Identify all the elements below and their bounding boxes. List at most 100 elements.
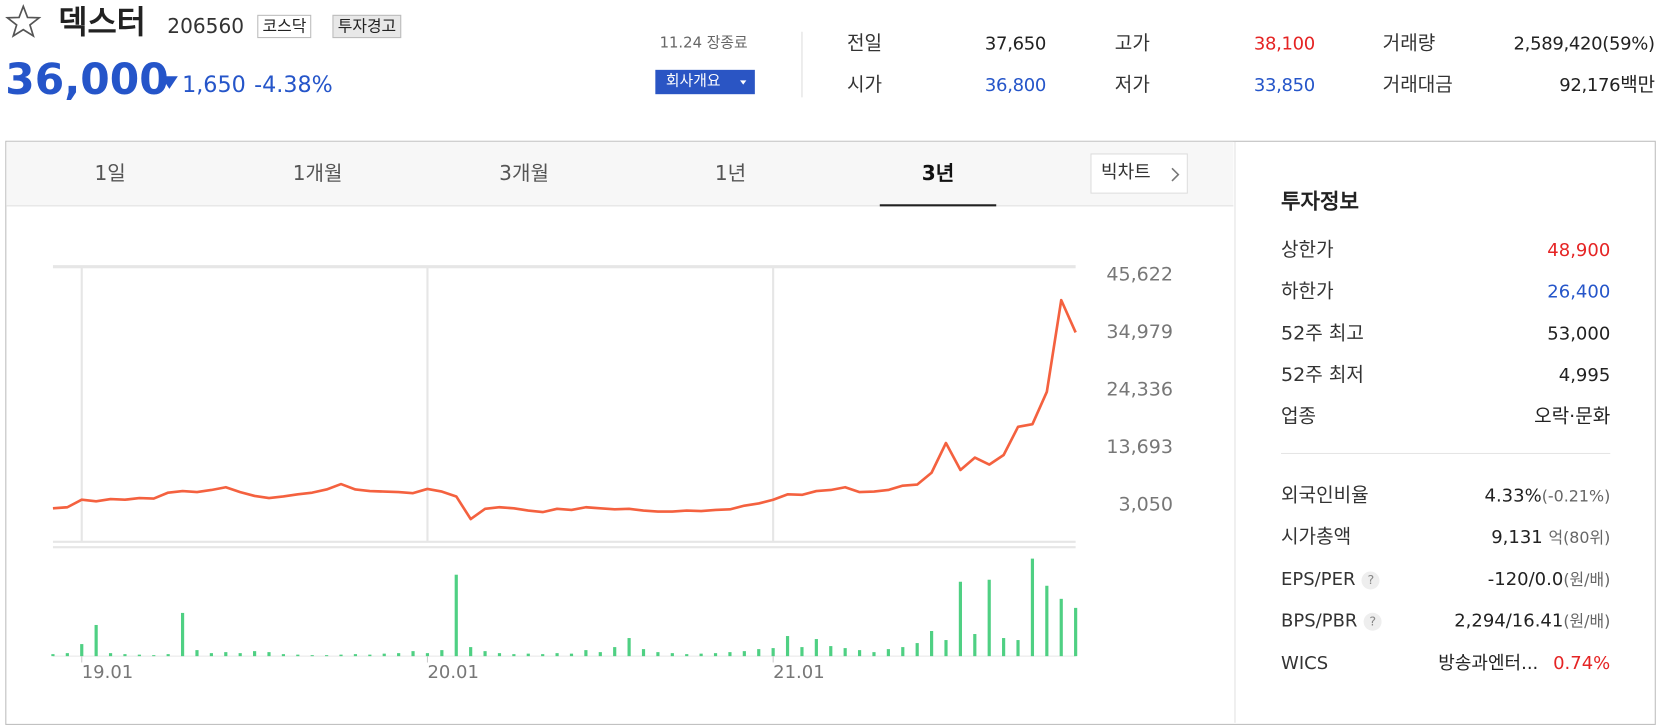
- volume-bar: [1059, 598, 1063, 657]
- invest-value: 9,131 억(80위): [1491, 526, 1610, 549]
- note: (원/배): [1563, 611, 1611, 631]
- volume-bar: [757, 649, 761, 657]
- stat-label: 시가: [846, 74, 883, 97]
- volume-bar: [51, 654, 55, 657]
- invest-value: 4.33%(-0.21%): [1485, 485, 1611, 508]
- volume-bar: [152, 655, 156, 657]
- volume-bar: [656, 652, 660, 657]
- market-time: 11.24 장종료: [659, 34, 748, 52]
- invest-value: 4,995: [1558, 365, 1611, 387]
- rate: 0.74%: [1553, 652, 1611, 675]
- volume-bar: [454, 574, 458, 657]
- volume-bar: [483, 651, 487, 657]
- period-tab[interactable]: 1일: [94, 161, 126, 186]
- invest-value: 오락·문화: [1534, 405, 1611, 428]
- volume-bar: [94, 624, 98, 657]
- invest-label: 하한가: [1281, 280, 1334, 303]
- label: EPS/PER: [1281, 569, 1356, 591]
- volume-bar: [598, 652, 602, 657]
- caret: [740, 80, 747, 85]
- stat-label: 거래량: [1382, 32, 1436, 56]
- volume-bar: [224, 652, 228, 657]
- stat-value: 92,176백만: [1559, 74, 1655, 97]
- period-tab[interactable]: 1년: [714, 161, 747, 186]
- stat-label: 저가: [1114, 74, 1150, 97]
- volume-bar: [411, 651, 415, 657]
- volume-bar: [123, 654, 127, 657]
- volume-bar: [901, 647, 905, 657]
- period-tab[interactable]: 3개월: [499, 161, 549, 186]
- big-chart-button[interactable]: 빅차트: [1090, 153, 1188, 194]
- stat-value: 2,589,420(59%): [1513, 33, 1656, 56]
- volume-bar: [742, 651, 746, 657]
- y-tick-label: 24,336: [1106, 378, 1173, 400]
- value: 4.33%: [1484, 485, 1542, 507]
- stat-value: 33,850: [1253, 75, 1315, 97]
- volume-bar: [641, 649, 646, 657]
- stat-number: 92,176: [1559, 75, 1621, 97]
- volume-bar: [541, 654, 545, 657]
- note: (80위): [1563, 528, 1611, 548]
- help-icon[interactable]: ?: [1361, 571, 1380, 590]
- unit: 억: [1548, 528, 1564, 548]
- volume-bar: [1016, 640, 1020, 657]
- stat-value: 36,800: [984, 75, 1046, 97]
- volume-bar: [627, 638, 631, 657]
- volume-bar: [368, 654, 372, 657]
- down-arrow: [160, 76, 178, 89]
- market-badge: 코스닥: [257, 14, 312, 39]
- big-chart-label: 빅차트: [1101, 161, 1151, 184]
- invest-title: 투자정보: [1281, 188, 1359, 214]
- note: (원/배): [1563, 570, 1611, 590]
- volume-bar: [987, 579, 991, 657]
- invest-value: 2,294/16.41(원/배): [1454, 610, 1610, 633]
- volume-bar: [872, 652, 876, 657]
- help-icon[interactable]: ?: [1363, 612, 1382, 631]
- invest-value: 방송과엔터... 0.74%: [1438, 652, 1610, 675]
- volume-bar: [713, 653, 718, 657]
- volume-bar: [80, 644, 84, 657]
- favorite-star[interactable]: [5, 4, 42, 38]
- company-button[interactable]: 회사개요: [655, 69, 755, 95]
- invest-value: 26,400: [1547, 281, 1611, 303]
- volume-bar: [944, 640, 948, 657]
- volume-bar: [555, 653, 559, 657]
- volume-bar: [613, 647, 617, 657]
- volume-bar: [469, 647, 473, 657]
- volume-bar: [728, 652, 732, 657]
- volume-bar: [857, 650, 862, 657]
- invest-label: 52주 최저: [1281, 364, 1364, 387]
- price-change: 1,650: [182, 71, 246, 98]
- y-tick-label: 45,622: [1106, 264, 1173, 286]
- volume-bar: [267, 652, 271, 657]
- invest-label: BPS/PBR?: [1281, 610, 1382, 633]
- tab-bar: [6, 141, 1234, 207]
- y-tick-label: 13,693: [1106, 436, 1173, 458]
- period-tab[interactable]: 1개월: [292, 161, 343, 186]
- volume-bar: [771, 648, 775, 657]
- stat-unit: 백만: [1620, 74, 1655, 97]
- invest-label: 상한가: [1281, 239, 1334, 262]
- price-line: [52, 298, 1077, 521]
- stat-value: 37,650: [984, 33, 1046, 56]
- volume-bar: [814, 639, 818, 657]
- panel-divider: [1234, 141, 1236, 723]
- volume-bar: [137, 654, 141, 657]
- value: 방송과엔터...: [1438, 652, 1539, 675]
- period-tab[interactable]: 3년: [879, 142, 997, 207]
- change-rate: -4.38%: [254, 71, 333, 98]
- volume-bar: [180, 612, 185, 657]
- invest-label: 외국인비율: [1281, 484, 1369, 507]
- volume-bar: [800, 647, 804, 657]
- volume-bar: [829, 646, 833, 657]
- volume-bar: [339, 654, 343, 657]
- volume-bar: [425, 653, 430, 657]
- volume-bar: [584, 650, 588, 657]
- y-tick-label: 3,050: [1118, 493, 1173, 515]
- volume-bar: [785, 636, 790, 657]
- invest-label: EPS/PER?: [1281, 568, 1380, 591]
- invest-value: 53,000: [1547, 323, 1611, 346]
- volume-bar: [526, 653, 530, 657]
